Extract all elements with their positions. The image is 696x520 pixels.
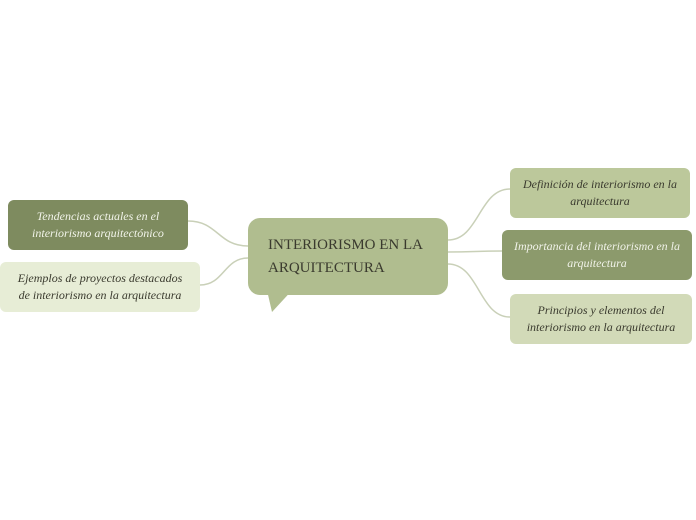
connector-importancia	[448, 251, 502, 252]
central-node-label: INTERIORISMO EN LA ARQUITECTURA	[268, 237, 422, 276]
node-tendencias[interactable]: Tendencias actuales en el interiorismo a…	[8, 200, 188, 250]
speech-bubble-tail	[266, 286, 306, 326]
connector-principios	[448, 264, 510, 317]
node-ejemplos[interactable]: Ejemplos de proyectos destacados de inte…	[0, 262, 200, 312]
node-label: Importancia del interiorismo en la arqui…	[514, 238, 680, 272]
node-label: Ejemplos de proyectos destacados de inte…	[12, 270, 188, 304]
mindmap-canvas: INTERIORISMO EN LA ARQUITECTURA Definici…	[0, 0, 696, 520]
node-principios[interactable]: Principios y elementos del interiorismo …	[510, 294, 692, 344]
connector-ejemplos	[200, 258, 248, 285]
node-label: Definición de interiorismo en la arquite…	[522, 176, 678, 210]
node-label: Principios y elementos del interiorismo …	[522, 302, 680, 336]
connector-tendencias	[188, 221, 248, 246]
central-node[interactable]: INTERIORISMO EN LA ARQUITECTURA	[248, 218, 448, 295]
node-definicion[interactable]: Definición de interiorismo en la arquite…	[510, 168, 690, 218]
node-importancia[interactable]: Importancia del interiorismo en la arqui…	[502, 230, 692, 280]
connector-definicion	[448, 189, 510, 240]
node-label: Tendencias actuales en el interiorismo a…	[20, 208, 176, 242]
